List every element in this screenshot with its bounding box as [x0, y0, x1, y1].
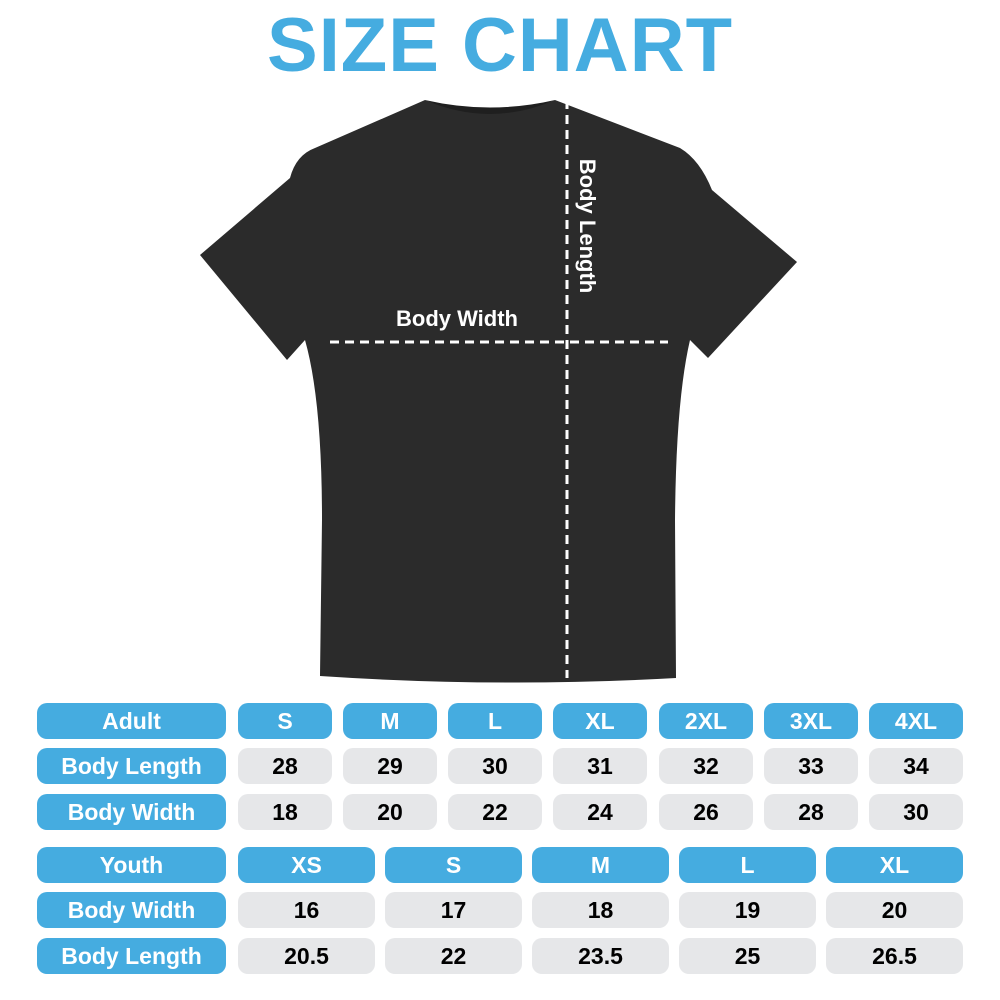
value-cell: 28 — [238, 748, 332, 784]
size-header: S — [385, 847, 522, 883]
row-label: Body Width — [37, 794, 226, 830]
value-cell: 20 — [826, 892, 963, 928]
size-header: 4XL — [869, 703, 963, 739]
value-cell: 33 — [764, 748, 858, 784]
value-cell: 32 — [659, 748, 753, 784]
value-cell: 17 — [385, 892, 522, 928]
size-header: S — [238, 703, 332, 739]
value-cell: 26 — [659, 794, 753, 830]
value-cell: 29 — [343, 748, 437, 784]
size-header: XS — [238, 847, 375, 883]
value-cell: 30 — [448, 748, 542, 784]
value-cell: 23.5 — [532, 938, 669, 974]
value-cell: 24 — [553, 794, 647, 830]
body-length-label: Body Length — [575, 159, 600, 293]
value-cell: 16 — [238, 892, 375, 928]
row-label: Body Width — [37, 892, 226, 928]
value-cell: 34 — [869, 748, 963, 784]
size-header: 3XL — [764, 703, 858, 739]
body-width-label: Body Width — [396, 306, 518, 331]
size-header: XL — [826, 847, 963, 883]
value-cell: 31 — [553, 748, 647, 784]
value-cell: 20.5 — [238, 938, 375, 974]
size-header: XL — [553, 703, 647, 739]
value-cell: 22 — [448, 794, 542, 830]
tshirt-image — [200, 100, 797, 683]
size-header: M — [343, 703, 437, 739]
page-title: SIZE CHART — [267, 3, 733, 88]
value-cell: 25 — [679, 938, 816, 974]
value-cell: 20 — [343, 794, 437, 830]
size-header: L — [679, 847, 816, 883]
value-cell: 28 — [764, 794, 858, 830]
row-label: Body Length — [37, 748, 226, 784]
size-header: L — [448, 703, 542, 739]
value-cell: 22 — [385, 938, 522, 974]
value-cell: 26.5 — [826, 938, 963, 974]
tshirt-diagram: Body Width Body Length — [200, 100, 797, 683]
adult-header: Adult — [37, 703, 226, 739]
value-cell: 18 — [532, 892, 669, 928]
value-cell: 30 — [869, 794, 963, 830]
row-label: Body Length — [37, 938, 226, 974]
size-header: 2XL — [659, 703, 753, 739]
size-header: M — [532, 847, 669, 883]
youth-header: Youth — [37, 847, 226, 883]
value-cell: 19 — [679, 892, 816, 928]
value-cell: 18 — [238, 794, 332, 830]
